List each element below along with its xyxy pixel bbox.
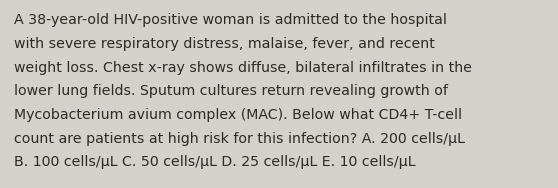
Text: lower lung fields. Sputum cultures return revealing growth of: lower lung fields. Sputum cultures retur… <box>14 84 448 98</box>
Text: B. 100 cells/μL C. 50 cells/μL D. 25 cells/μL E. 10 cells/μL: B. 100 cells/μL C. 50 cells/μL D. 25 cel… <box>14 155 416 169</box>
Text: A 38-year-old HIV-positive woman is admitted to the hospital: A 38-year-old HIV-positive woman is admi… <box>14 13 447 27</box>
Text: with severe respiratory distress, malaise, fever, and recent: with severe respiratory distress, malais… <box>14 37 435 51</box>
Text: weight loss. Chest x-ray shows diffuse, bilateral infiltrates in the: weight loss. Chest x-ray shows diffuse, … <box>14 61 472 74</box>
Text: count are patients at high risk for this infection? A. 200 cells/μL: count are patients at high risk for this… <box>14 132 465 146</box>
Text: Mycobacterium avium complex (MAC). Below what CD4+ T-cell: Mycobacterium avium complex (MAC). Below… <box>14 108 462 122</box>
